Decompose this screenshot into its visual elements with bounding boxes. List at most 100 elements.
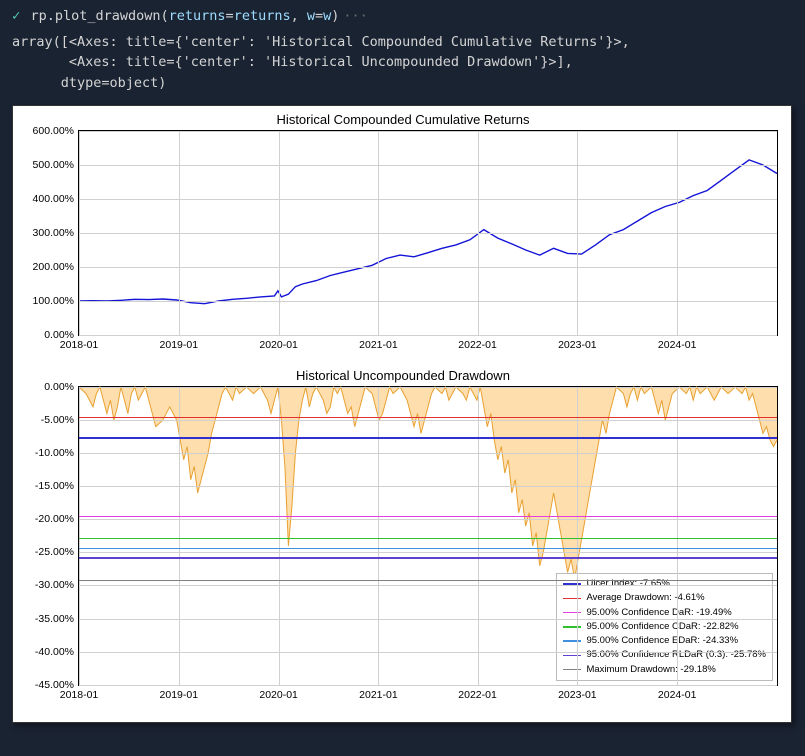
legend-row: 95.00% Confidence CDaR: -22.82% [563, 620, 766, 634]
chart2-title: Historical Uncompounded Drawdown [13, 368, 793, 383]
xtick-label: 2022-01 [458, 339, 497, 351]
code-sep: , [291, 8, 307, 24]
ytick-label: 600.00% [33, 125, 74, 137]
reference-line [79, 417, 777, 418]
gridline-h [79, 453, 777, 454]
xtick-label: 2024-01 [658, 339, 697, 351]
gridline-v [478, 387, 479, 685]
ytick-label: 500.00% [33, 159, 74, 171]
reference-line [79, 557, 777, 558]
reference-line [79, 437, 777, 438]
ytick-label: 400.00% [33, 193, 74, 205]
plot-container: Historical Compounded Cumulative Returns… [12, 105, 792, 723]
gridline-v [179, 131, 180, 335]
gridline-h [79, 301, 777, 302]
ytick-label: 200.00% [33, 261, 74, 273]
ytick-label: -40.00% [35, 646, 74, 658]
reference-line [79, 538, 777, 539]
xtick-label: 2021-01 [359, 689, 398, 701]
chart-drawdown: Historical Uncompounded Drawdown Ulcer I… [13, 370, 793, 712]
chart2-legend: Ulcer Index: -7.65%Average Drawdown: -4.… [556, 573, 773, 681]
chart-returns: Historical Compounded Cumulative Returns… [13, 114, 793, 362]
gridline-h [79, 685, 777, 686]
ytick-label: 0.00% [44, 381, 74, 393]
xtick-label: 2023-01 [558, 689, 597, 701]
xtick-label: 2022-01 [458, 689, 497, 701]
code-eq1: = [226, 8, 234, 24]
legend-row: Maximum Drawdown: -29.18% [563, 663, 766, 677]
gridline-v [279, 131, 280, 335]
gridline-v [677, 387, 678, 685]
code-arg1: returns [169, 8, 226, 24]
output-text: array([<Axes: title={'center': 'Historic… [12, 32, 793, 93]
legend-swatch [563, 640, 581, 642]
xtick-label: 2020-01 [259, 689, 298, 701]
gridline-v [378, 387, 379, 685]
gridline-v [478, 131, 479, 335]
gridline-v [79, 387, 80, 685]
chart1-plot-area: 0.00%100.00%200.00%300.00%400.00%500.00%… [78, 130, 778, 336]
reference-line [79, 580, 777, 581]
gridline-h [79, 387, 777, 388]
code-open: ( [161, 8, 169, 24]
gridline-v [677, 131, 678, 335]
legend-swatch [563, 626, 581, 628]
legend-label: Maximum Drawdown: -29.18% [586, 663, 715, 677]
legend-swatch [563, 669, 581, 671]
gridline-h [79, 652, 777, 653]
gridline-v [577, 387, 578, 685]
xtick-label: 2018-01 [60, 689, 99, 701]
reference-line [79, 516, 777, 517]
ytick-label: -25.00% [35, 546, 74, 558]
ytick-label: -10.00% [35, 447, 74, 459]
legend-label: Average Drawdown: -4.61% [586, 591, 704, 605]
gridline-h [79, 552, 777, 553]
xtick-label: 2019-01 [160, 689, 199, 701]
check-icon: ✓ [12, 8, 20, 24]
gridline-v [179, 387, 180, 685]
gridline-h [79, 165, 777, 166]
gridline-v [378, 131, 379, 335]
xtick-label: 2021-01 [359, 339, 398, 351]
legend-row: 95.00% Confidence EDaR: -24.33% [563, 634, 766, 648]
legend-swatch [563, 655, 581, 657]
xtick-label: 2024-01 [658, 689, 697, 701]
gridline-v [79, 131, 80, 335]
xtick-label: 2019-01 [160, 339, 199, 351]
code-close: ) [331, 8, 339, 24]
legend-row: Average Drawdown: -4.61% [563, 591, 766, 605]
gridline-h [79, 335, 777, 336]
ytick-label: -15.00% [35, 480, 74, 492]
chart1-title: Historical Compounded Cumulative Returns [13, 112, 793, 127]
ytick-label: 300.00% [33, 227, 74, 239]
ytick-label: -30.00% [35, 579, 74, 591]
gridline-h [79, 267, 777, 268]
code-ellipsis: ··· [343, 8, 367, 24]
ytick-label: -35.00% [35, 613, 74, 625]
code-eq2: = [315, 8, 323, 24]
gridline-h [79, 585, 777, 586]
code-val1: returns [234, 8, 291, 24]
legend-label: 95.00% Confidence EDaR: -24.33% [586, 634, 738, 648]
ytick-label: 100.00% [33, 295, 74, 307]
reference-line [79, 548, 777, 549]
code-cell: ✓ rp.plot_drawdown(returns=returns, w=w)… [12, 8, 793, 24]
gridline-v [279, 387, 280, 685]
code-text: rp.plot_drawdown(returns=returns, w=w)··… [30, 8, 367, 24]
gridline-h [79, 233, 777, 234]
gridline-h [79, 519, 777, 520]
legend-label: 95.00% Confidence CDaR: -22.82% [586, 620, 738, 634]
legend-swatch [563, 598, 581, 600]
gridline-v [577, 131, 578, 335]
gridline-h [79, 486, 777, 487]
code-prefix: rp. [30, 8, 54, 24]
gridline-h [79, 619, 777, 620]
xtick-label: 2018-01 [60, 339, 99, 351]
gridline-h [79, 420, 777, 421]
gridline-h [79, 199, 777, 200]
ytick-label: -5.00% [41, 414, 74, 426]
code-fn: plot_drawdown [55, 8, 161, 24]
xtick-label: 2023-01 [558, 339, 597, 351]
legend-swatch [563, 612, 581, 614]
gridline-h [79, 131, 777, 132]
